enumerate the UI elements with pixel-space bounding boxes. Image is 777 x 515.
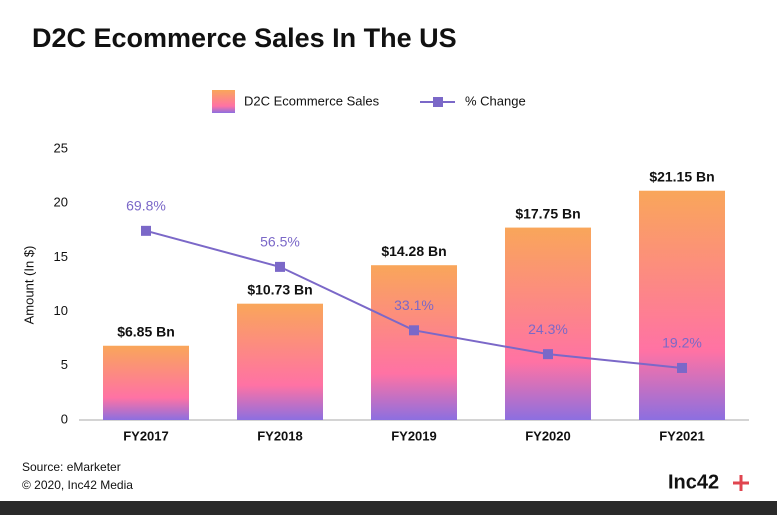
y-tick-label: 15 bbox=[54, 249, 68, 264]
bar-value-label: $21.15 Bn bbox=[649, 168, 714, 184]
bar-value-label: $10.73 Bn bbox=[247, 281, 312, 297]
brand: Inc42 bbox=[668, 471, 719, 493]
y-tick-label: 5 bbox=[61, 357, 68, 372]
x-tick-label: FY2017 bbox=[123, 428, 169, 443]
x-tick-label: FY2020 bbox=[525, 428, 571, 443]
brand-plus bbox=[733, 475, 749, 491]
line-marker bbox=[141, 225, 151, 236]
x-tick-label: FY2019 bbox=[391, 428, 437, 443]
x-tick-label: FY2021 bbox=[659, 428, 705, 443]
line-marker bbox=[543, 349, 553, 360]
line-value-label: 24.3% bbox=[528, 321, 568, 337]
bar bbox=[237, 303, 323, 420]
source: Source: eMarketer bbox=[22, 460, 121, 474]
x-tick-label: FY2018 bbox=[257, 428, 303, 443]
bar bbox=[639, 190, 725, 420]
bar-value-label: $14.28 Bn bbox=[381, 243, 446, 259]
y-tick-label: 0 bbox=[61, 411, 68, 426]
legend-label: D2C Ecommerce Sales bbox=[244, 93, 380, 108]
bar bbox=[371, 265, 457, 420]
bar-value-label: $6.85 Bn bbox=[117, 323, 175, 339]
chart-title: D2C Ecommerce Sales In The US bbox=[32, 23, 457, 53]
y-tick-label: 25 bbox=[54, 140, 68, 155]
line-value-label: 19.2% bbox=[662, 335, 702, 351]
bar-value-label: $17.75 Bn bbox=[515, 205, 580, 221]
y-tick-label: 20 bbox=[54, 195, 68, 210]
legend-swatch bbox=[212, 90, 235, 113]
line-value-label: 33.1% bbox=[394, 297, 434, 313]
footer-bar bbox=[0, 501, 777, 515]
legend-label: % Change bbox=[465, 93, 526, 108]
legend-marker bbox=[433, 97, 443, 107]
line-marker bbox=[409, 325, 419, 336]
bar bbox=[505, 227, 591, 420]
bar bbox=[103, 345, 189, 420]
line-value-label: 56.5% bbox=[260, 234, 300, 250]
line-marker bbox=[275, 261, 285, 272]
y-tick-label: 10 bbox=[54, 303, 68, 318]
line-marker bbox=[677, 362, 687, 373]
copyright: © 2020, Inc42 Media bbox=[22, 478, 133, 492]
line-value-label: 69.8% bbox=[126, 198, 166, 214]
y-axis-label: Amount (In $) bbox=[21, 246, 36, 325]
